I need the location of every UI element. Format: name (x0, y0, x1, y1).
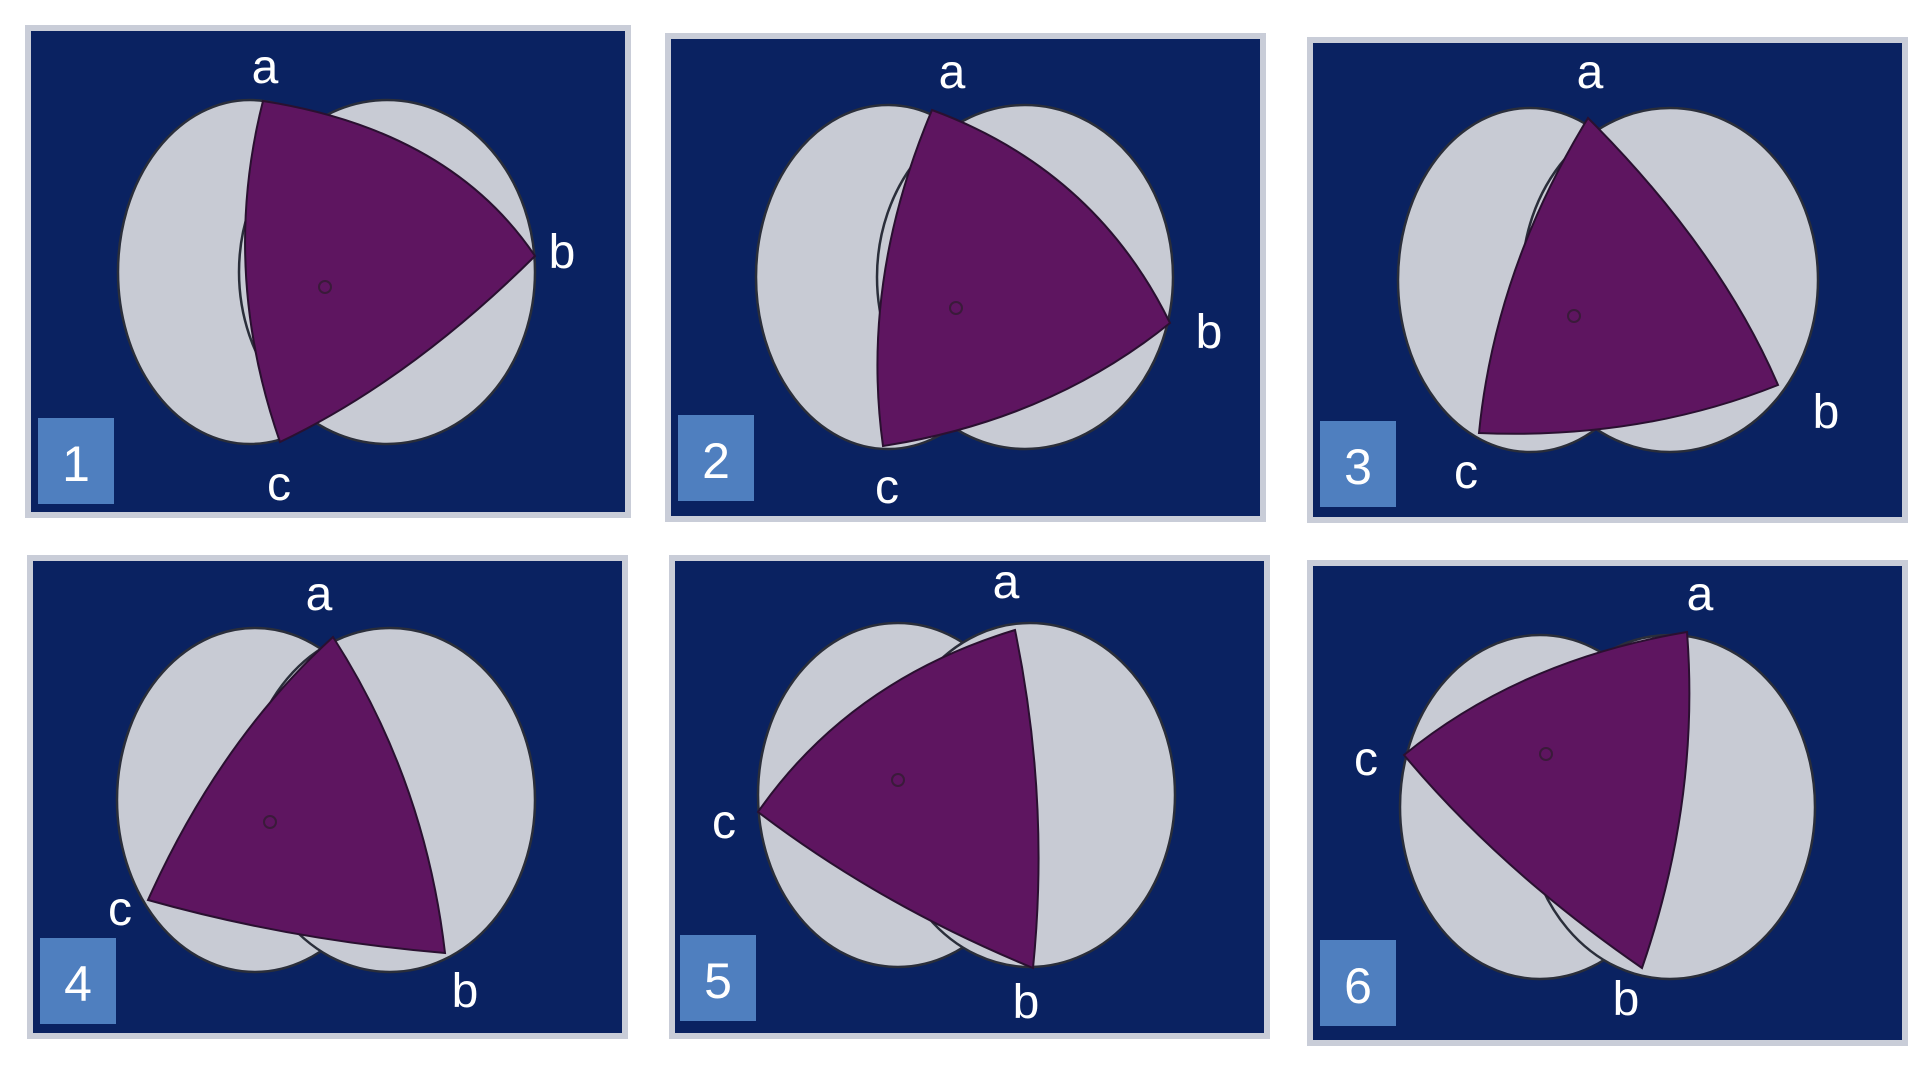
panel-2-number: 2 (702, 433, 730, 489)
panel-4-number: 4 (64, 956, 92, 1012)
panel-1: a b c 1 (25, 25, 631, 518)
panel-5-label-c: c (712, 796, 736, 849)
panel-2-label-a: a (939, 46, 966, 99)
panel-1-spherical-triangle (244, 99, 537, 444)
panel-4-label-c: c (108, 883, 132, 936)
panel-3-label-a: a (1577, 46, 1604, 99)
panel-1-number-badge (38, 418, 114, 504)
panel-5-center-marker (891, 773, 905, 787)
panel-5-label-b: b (1013, 976, 1040, 1029)
panel-1-center-marker (318, 280, 332, 294)
panel-4: a b c 4 (27, 555, 628, 1039)
panel-6-center-marker (1539, 747, 1553, 761)
panel-4-label-b: b (452, 965, 479, 1018)
panel-1-label-c: c (267, 458, 291, 511)
panel-3-center-marker (1567, 309, 1581, 323)
panel-5-label-a: a (993, 556, 1020, 609)
panel-3-number: 3 (1344, 439, 1372, 495)
panel-1-label-a: a (252, 41, 279, 94)
panel-6-label-a: a (1687, 568, 1714, 621)
panel-3-spherical-triangle (1477, 116, 1780, 435)
panel-5-number: 5 (704, 953, 732, 1009)
panel-1-number: 1 (62, 436, 90, 492)
panel-2-label-c: c (875, 461, 899, 514)
panel-4-center-marker (263, 815, 277, 829)
panel-2-spherical-triangle (876, 108, 1172, 448)
panel-6-label-b: b (1613, 973, 1640, 1026)
panel-5-spherical-triangle (756, 628, 1040, 970)
panel-2-center-marker (949, 301, 963, 315)
panel-6-number: 6 (1344, 958, 1372, 1014)
panel-5-number-badge (680, 935, 756, 1021)
panel-6-spherical-triangle (1402, 630, 1691, 970)
panel-3-label-b: b (1813, 386, 1840, 439)
panel-2-number-badge (678, 415, 754, 501)
panel-1-label-b: b (549, 226, 576, 279)
panel-3: a b c 3 (1307, 37, 1908, 523)
panel-3-label-c: c (1454, 446, 1478, 499)
panel-4-spherical-triangle (146, 635, 447, 955)
panel-6-label-c: c (1354, 733, 1378, 786)
panel-2-label-b: b (1196, 306, 1223, 359)
panel-4-label-a: a (306, 568, 333, 621)
panel-4-number-badge (40, 938, 116, 1024)
panel-6: a b c 6 (1307, 560, 1908, 1046)
panel-6-number-badge (1320, 940, 1396, 1026)
panel-5: a b c 5 (669, 555, 1270, 1039)
panel-3-number-badge (1320, 421, 1396, 507)
panel-2: a b c 2 (665, 33, 1266, 522)
